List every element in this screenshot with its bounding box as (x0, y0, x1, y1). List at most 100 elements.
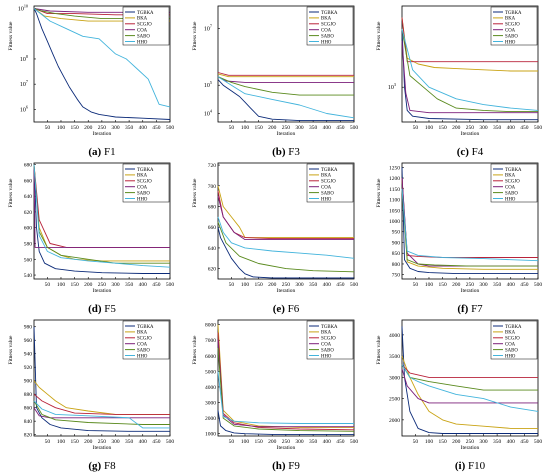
x-tick-label: 100 (57, 282, 66, 288)
legend-label-bka: BKA (137, 174, 148, 179)
x-tick-label: 400 (139, 439, 148, 445)
y-tick-label: 2000 (205, 416, 216, 422)
y-tick-label: 620 (24, 210, 33, 216)
x-tick-label: 150 (70, 125, 79, 131)
legend-label-coa: COA (321, 29, 332, 34)
y-tick-label: 1000 (389, 219, 400, 225)
x-tick-label: 50 (413, 282, 419, 288)
series-line-sabo (217, 221, 355, 273)
y-tick-label: 105 (204, 80, 212, 89)
series-line-sabo (401, 188, 538, 267)
x-tick-label: 150 (254, 125, 263, 131)
x-tick-label: 500 (350, 282, 359, 288)
y-tick-label: 860 (24, 406, 33, 412)
legend-label-sabo: SABO (137, 191, 150, 196)
x-tick-label: 150 (438, 282, 447, 288)
panel-caption: (b) F3 (272, 146, 300, 158)
y-tick-base: 10 (388, 85, 394, 91)
x-tick-label: 400 (507, 439, 516, 445)
legend-label-coa: COA (321, 343, 332, 348)
y-tick-base: 10 (20, 82, 26, 88)
y-tick-label: 560 (24, 257, 33, 263)
x-tick-label: 450 (336, 282, 345, 288)
x-tick-label: 500 (350, 125, 359, 131)
x-tick-label: 300 (111, 439, 120, 445)
x-tick-label: 250 (282, 439, 291, 445)
x-tick-label: 400 (507, 282, 516, 288)
legend-label-scgjo: SCGJO (321, 337, 336, 342)
x-tick-label: 100 (425, 125, 434, 131)
legend-box (490, 320, 538, 360)
legend-label-sabo: SABO (505, 348, 518, 353)
y-tick-exponent: 7 (210, 24, 212, 29)
x-tick-label: 50 (229, 439, 235, 445)
x-tick-label: 150 (438, 439, 447, 445)
y-tick-label: 1200 (389, 176, 400, 182)
x-tick-label: 50 (45, 282, 51, 288)
legend-box (490, 6, 538, 46)
legend-label-scgjo: SCGJO (137, 23, 152, 28)
panel-caption: (d) F5 (88, 303, 116, 315)
y-tick-label: 5000 (205, 369, 216, 375)
x-tick-label: 350 (309, 439, 318, 445)
legend-label-bka: BKA (505, 331, 516, 336)
y-tick-label: 640 (208, 246, 217, 252)
y-tick-label: 620 (208, 267, 217, 273)
x-tick-label: 200 (452, 439, 461, 445)
panel-caption: (a) F1 (88, 146, 115, 158)
x-tick-label: 250 (98, 282, 107, 288)
x-tick-label: 250 (98, 439, 107, 445)
y-tick-label: 107 (204, 24, 212, 33)
legend-label-sabo: SABO (137, 34, 150, 39)
x-tick-label: 300 (479, 439, 488, 445)
series-line-sabo (217, 76, 354, 96)
legend-label-hho: HHO (505, 354, 516, 359)
x-tick-label: 500 (166, 439, 175, 445)
series-line-sabo (33, 400, 170, 425)
legend-label-hho: HHO (321, 197, 332, 202)
legend-label-scgjo: SCGJO (505, 23, 520, 28)
x-tick-label: 300 (295, 282, 304, 288)
series-line-bka (401, 355, 538, 429)
caption-letter: (b) (272, 146, 286, 158)
x-tick-label: 300 (295, 125, 304, 131)
x-tick-label: 500 (166, 125, 175, 131)
x-tick-label: 400 (323, 125, 332, 131)
y-tick-label: 900 (392, 240, 401, 246)
series-line-tgbka (33, 164, 170, 274)
x-tick-label: 200 (84, 125, 93, 131)
y-tick-base: 10 (18, 7, 24, 13)
x-axis-label: Iteration (461, 288, 480, 294)
legend-label-tgbka: TGBKA (321, 168, 338, 173)
x-tick-label: 450 (336, 125, 345, 131)
panel-caption: (i) F10 (455, 460, 486, 472)
x-tick-label: 100 (425, 439, 434, 445)
legend-label-bka: BKA (137, 331, 148, 336)
legend-label-hho: HHO (137, 40, 148, 45)
x-tick-label: 200 (268, 125, 277, 131)
x-tick-label: 50 (45, 439, 51, 445)
caption-letter: (g) (88, 460, 101, 472)
x-tick-label: 200 (452, 125, 461, 131)
caption-name: F6 (288, 303, 300, 315)
x-tick-label: 400 (323, 439, 332, 445)
panel-caption: (f) F7 (457, 303, 483, 315)
legend-label-scgjo: SCGJO (321, 23, 336, 28)
x-tick-label: 300 (479, 282, 488, 288)
x-tick-label: 350 (309, 125, 318, 131)
y-tick-label: 108 (20, 54, 28, 63)
series-line-tgbka (401, 167, 538, 275)
legend-label-tgbka: TGBKA (137, 168, 154, 173)
caption-letter: (f) (457, 303, 468, 315)
y-tick-label: 680 (208, 205, 217, 211)
caption-letter: (i) (455, 460, 466, 472)
legend-label-bka: BKA (321, 17, 332, 22)
series-line-tgbka (33, 326, 170, 432)
x-tick-label: 100 (425, 282, 434, 288)
legend-label-sabo: SABO (321, 348, 334, 353)
caption-name: F3 (288, 146, 300, 158)
legend-label-scgjo: SCGJO (321, 180, 336, 185)
x-tick-label: 450 (152, 125, 161, 131)
legend-label-tgbka: TGBKA (505, 325, 522, 330)
legend-label-sabo: SABO (505, 191, 518, 196)
